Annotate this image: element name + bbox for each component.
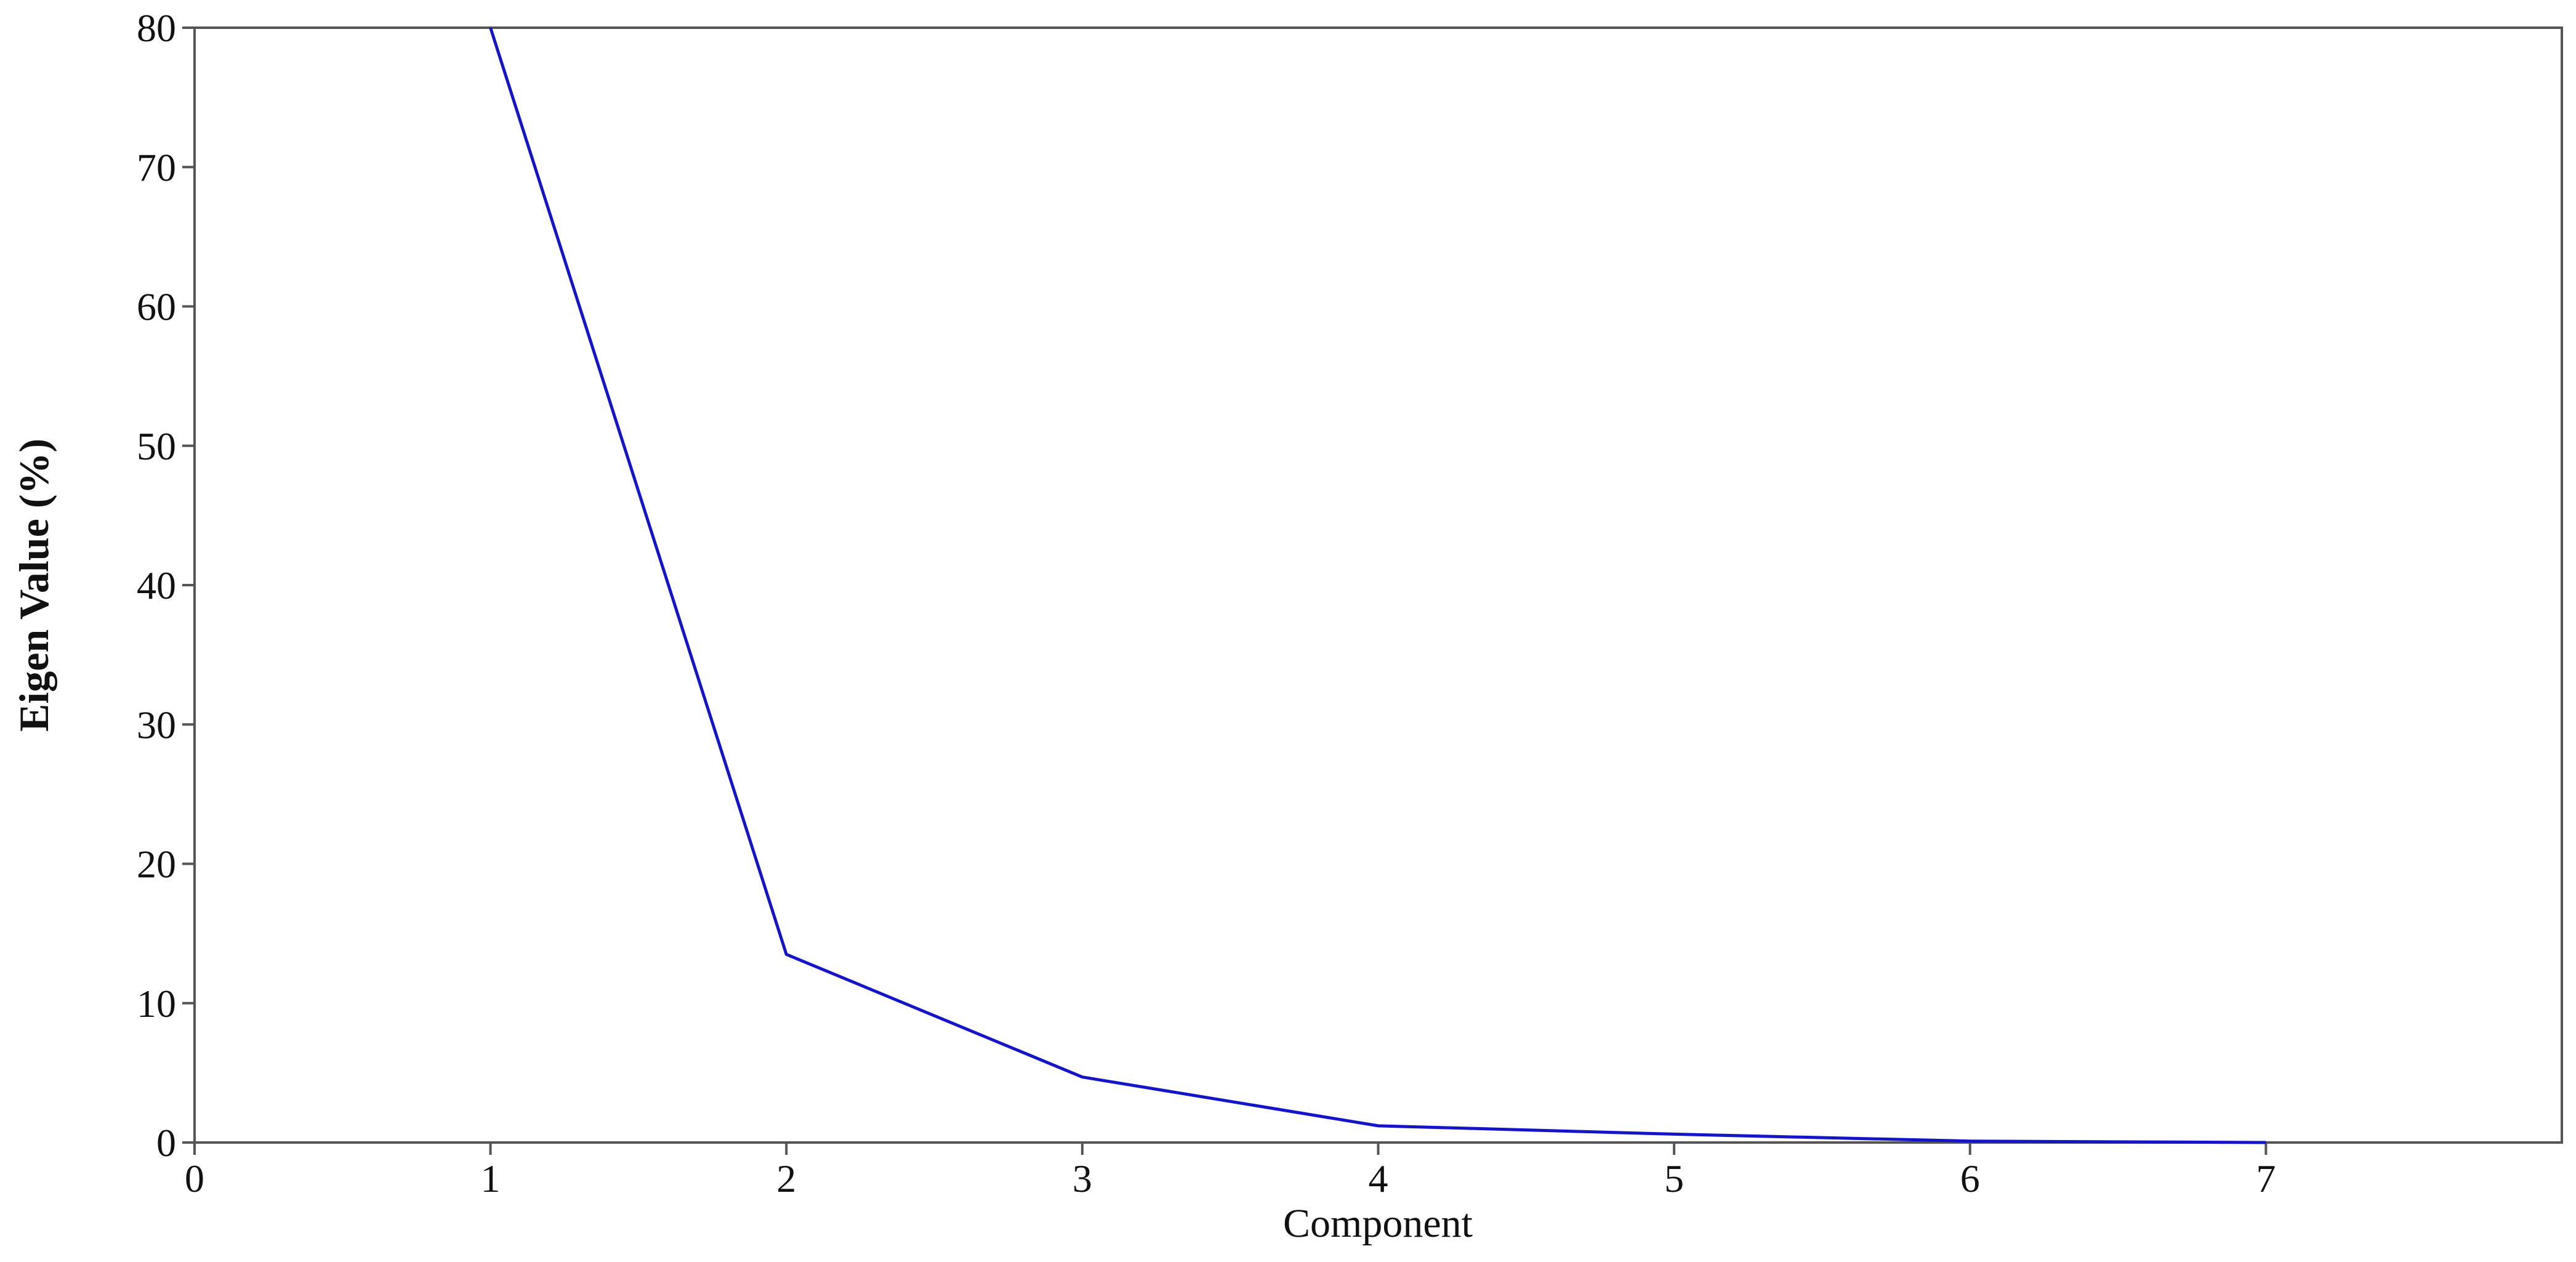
data-point xyxy=(1673,1133,1675,1135)
series-line xyxy=(489,27,2266,1144)
series-layer xyxy=(489,27,2266,1144)
x-tick-label: 5 xyxy=(1664,1157,1684,1200)
x-axis: 0 1 2 3 4 5 6 7 xyxy=(185,1143,2276,1200)
y-axis: 0 10 20 30 40 50 60 70 80 xyxy=(137,6,195,1165)
x-tick-label: 4 xyxy=(1369,1157,1388,1200)
data-point xyxy=(1378,1125,1379,1126)
x-tick-label: 0 xyxy=(185,1157,204,1200)
y-tick-label: 20 xyxy=(137,843,176,886)
y-tick-label: 60 xyxy=(137,285,176,329)
y-axis-title: Eigen Value (%) xyxy=(10,439,57,732)
x-axis-title: Component xyxy=(1283,1201,1473,1246)
y-tick-label: 70 xyxy=(137,145,176,189)
y-tick-label: 50 xyxy=(137,424,176,468)
x-tick-label: 2 xyxy=(776,1157,796,1200)
y-tick-label: 80 xyxy=(137,6,176,50)
y-tick-label: 10 xyxy=(137,982,176,1025)
y-tick-label: 0 xyxy=(156,1121,176,1165)
y-tick-label: 40 xyxy=(137,564,176,607)
plot-frame xyxy=(193,26,2563,1144)
x-tick-label: 6 xyxy=(1960,1157,1980,1200)
x-tick-label: 1 xyxy=(481,1157,501,1200)
x-tick-label: 7 xyxy=(2256,1157,2276,1200)
y-tick-label: 30 xyxy=(137,703,176,746)
x-tick-label: 3 xyxy=(1073,1157,1092,1200)
data-point xyxy=(786,954,787,955)
